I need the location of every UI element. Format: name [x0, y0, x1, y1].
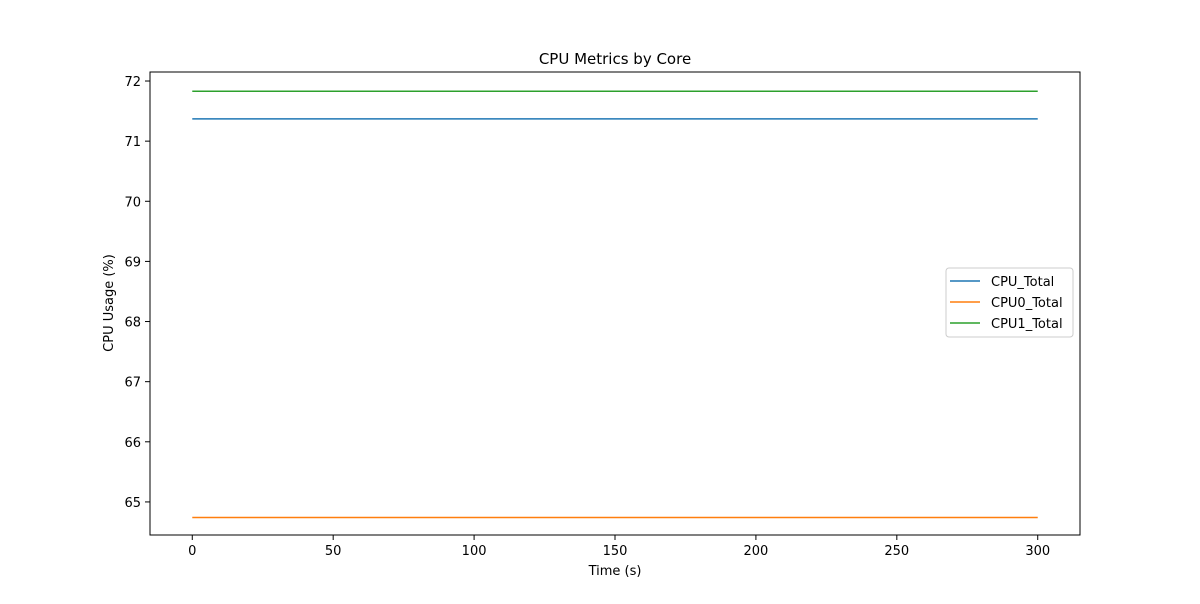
legend-label: CPU1_Total [991, 317, 1063, 332]
y-tick-label: 68 [124, 316, 141, 331]
y-axis: 65 66 67 68 69 70 71 72 [124, 75, 150, 511]
y-tick-label: 65 [124, 496, 141, 511]
y-tick-label: 71 [124, 135, 141, 150]
x-axis-label: Time (s) [588, 564, 642, 579]
y-axis-label: CPU Usage (%) [102, 254, 117, 352]
y-tick-label: 67 [124, 376, 141, 391]
x-tick-label: 0 [188, 544, 196, 559]
y-tick-label: 72 [124, 75, 141, 90]
legend: CPU_Total CPU0_Total CPU1_Total [945, 267, 1074, 338]
x-tick-label: 150 [603, 544, 628, 559]
y-tick-label: 69 [124, 255, 141, 270]
chart-title: CPU Metrics by Core [539, 50, 691, 68]
legend-frame [945, 267, 1074, 338]
x-tick-label: 50 [325, 544, 342, 559]
x-tick-label: 250 [884, 544, 909, 559]
x-tick-label: 100 [462, 544, 487, 559]
x-tick-label: 300 [1025, 544, 1050, 559]
x-axis: 0 50 100 150 200 250 300 [188, 535, 1050, 559]
x-tick-label: 200 [743, 544, 768, 559]
legend-label: CPU_Total [991, 275, 1054, 290]
plot-lines [192, 90, 1038, 519]
y-tick-label: 70 [124, 195, 141, 210]
y-tick-label: 66 [124, 436, 141, 451]
legend-label: CPU0_Total [991, 296, 1063, 311]
